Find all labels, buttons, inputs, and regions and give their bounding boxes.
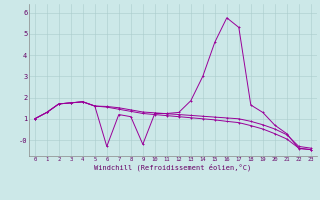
X-axis label: Windchill (Refroidissement éolien,°C): Windchill (Refroidissement éolien,°C) — [94, 164, 252, 171]
